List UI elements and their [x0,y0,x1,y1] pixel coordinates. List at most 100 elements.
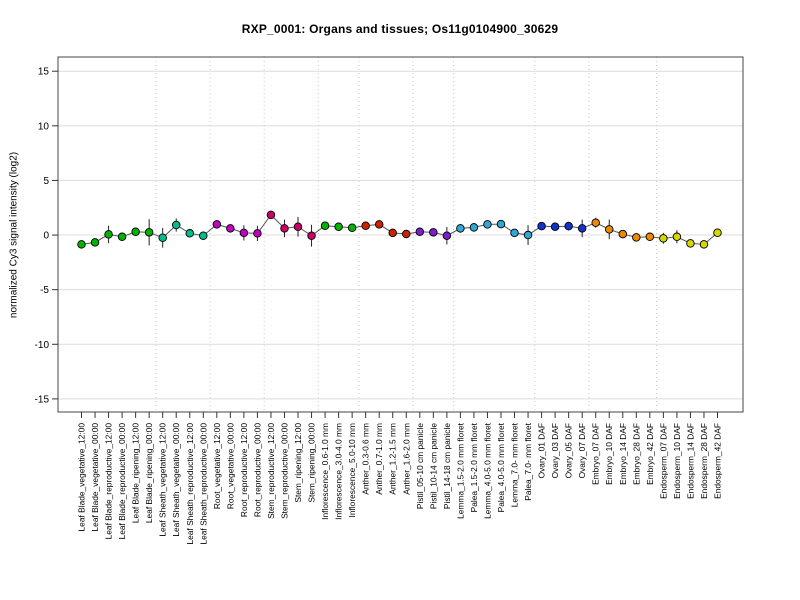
data-point [686,239,695,248]
data-point [131,227,140,237]
x-tick-label: Embryo_28 DAF [631,423,641,485]
x-tick-label: Ovary_07 DAF [577,423,587,478]
data-point [280,224,289,233]
data-point [659,234,668,243]
data-point [604,225,614,234]
x-tick-label: Leaf Blade_ripening_12:00 [131,423,141,523]
x-tick-label: Leaf Blade_ripening_00:00 [144,423,154,523]
data-point [645,232,655,242]
x-tick-label: Anther_1.6-2.0 mm [401,423,411,495]
data-point [158,233,167,243]
x-tick-label: Lemma_4.0-5.0 mm floret [482,422,492,519]
x-tick-label: Root_vegetative_12:00 [212,423,222,509]
data-point [699,240,709,249]
x-tick-label: Pistil_14-18 cm panicle [442,423,452,509]
data-point [253,229,262,238]
x-tick-label: Endosperm_28 DAF [699,423,709,499]
x-tick-label: Root_vegetative_00:00 [225,423,235,509]
data-point [523,230,533,240]
x-tick-label: Leaf Sheath_reproductive_00:00 [198,423,208,545]
x-tick-label: Palea_7.0- mm floret [523,422,533,500]
data-point [226,224,235,233]
data-point [104,230,113,239]
data-point [307,231,316,240]
x-tick-label: Anther_0.3-0.6 mm [361,423,371,495]
x-tick-label: Endosperm_10 DAF [672,423,682,499]
x-tick-label: Inflorescence_5.0-10 mm [347,423,357,518]
y-tick-label: 0 [43,231,49,242]
data-point [199,231,208,240]
data-point [415,227,425,237]
x-tick-label: Lemma_7.0- mm floret [510,422,520,507]
x-tick-label: Stem_ripening_00:00 [307,423,317,503]
series-line [81,214,718,245]
data-point [429,228,438,237]
y-tick-label: -15 [35,394,50,405]
data-point [456,224,465,233]
x-tick-label: Anther_1.2-1.5 mm [388,423,398,495]
data-point [550,222,560,231]
data-point [564,221,573,231]
data-point [442,231,452,240]
data-point [144,228,154,237]
y-tick-label: -5 [40,285,49,296]
data-point [618,229,628,239]
x-tick-label: Leaf Blade_vegetative_12:00 [77,423,87,532]
x-tick-label: Ovary_03 DAF [550,423,560,478]
x-tick-label: Leaf Blade_vegetative_00:00 [90,423,100,532]
data-point [632,233,641,242]
data-point [293,222,303,231]
plot-panel-border [57,56,744,413]
x-tick-label: Endosperm_14 DAF [685,423,695,499]
x-tick-label: Inflorescence_3.0-4.0 mm [334,423,344,520]
data-point [320,221,330,231]
data-point [537,221,546,231]
x-tick-label: Leaf Sheath_vegetative_12:00 [158,423,168,537]
x-tick-label: Embryo_10 DAF [604,423,614,485]
x-tick-label: Embryo_42 DAF [645,423,655,485]
data-point [77,240,86,249]
data-point [185,229,195,238]
y-axis-label: normalized Cy3 signal intensity (log2) [8,151,20,319]
x-tick-label: Inflorescence_0.6-1.0 mm [320,423,330,520]
x-tick-label: Stem_reproductive_12:00 [266,423,276,519]
data-point [469,223,479,232]
x-tick-label: Stem_reproductive_00:00 [279,423,289,519]
x-tick-label: Pistil_05-10 cm panicle [415,423,425,509]
data-point [374,220,384,229]
y-tick-label: 5 [43,176,49,187]
x-tick-label: Stem_ripening_12:00 [293,423,303,503]
x-tick-label: Leaf Sheath_reproductive_12:00 [185,423,195,545]
data-point [577,224,587,233]
x-tick-label: Palea_1.5-2.0 mm floret [469,422,479,512]
x-tick-label: Pistil_10-14 cm panicle [428,423,438,509]
x-tick-label: Root_reproductive_00:00 [252,423,262,517]
x-tick-label: Ovary_05 DAF [564,423,574,478]
y-tick-label: 15 [38,67,50,78]
chart-title: RXP_0001: Organs and tissues; Os11g01049… [241,22,559,36]
x-tick-label: Leaf Blade_reproductive_00:00 [117,423,127,540]
y-tick-label: -10 [35,340,50,351]
y-tick-label: 10 [38,121,50,132]
x-tick-label: Palea_4.0-5.0 mm floret [496,422,506,512]
data-point [212,220,222,229]
data-point [361,221,370,231]
x-tick-label: Embryo_07 DAF [591,423,601,485]
x-tick-label: Lemma_1.5-2.0 mm floret [455,422,465,519]
data-point [713,228,722,238]
data-point [90,238,100,247]
x-tick-label: Ovary_01 DAF [537,423,547,478]
data-point [402,229,411,239]
x-tick-label: Leaf Blade_reproductive_12:00 [104,423,114,540]
x-tick-label: Embryo_14 DAF [618,423,628,485]
x-tick-label: Leaf Sheath_vegetative_00:00 [171,423,181,537]
data-point [171,220,181,230]
data-point [117,232,127,242]
data-point [591,218,600,227]
x-tick-label: Endosperm_07 DAF [658,423,668,499]
data-point [347,223,357,232]
data-point [496,219,506,229]
x-tick-label: Root_reproductive_12:00 [239,423,249,517]
data-point [483,220,492,229]
